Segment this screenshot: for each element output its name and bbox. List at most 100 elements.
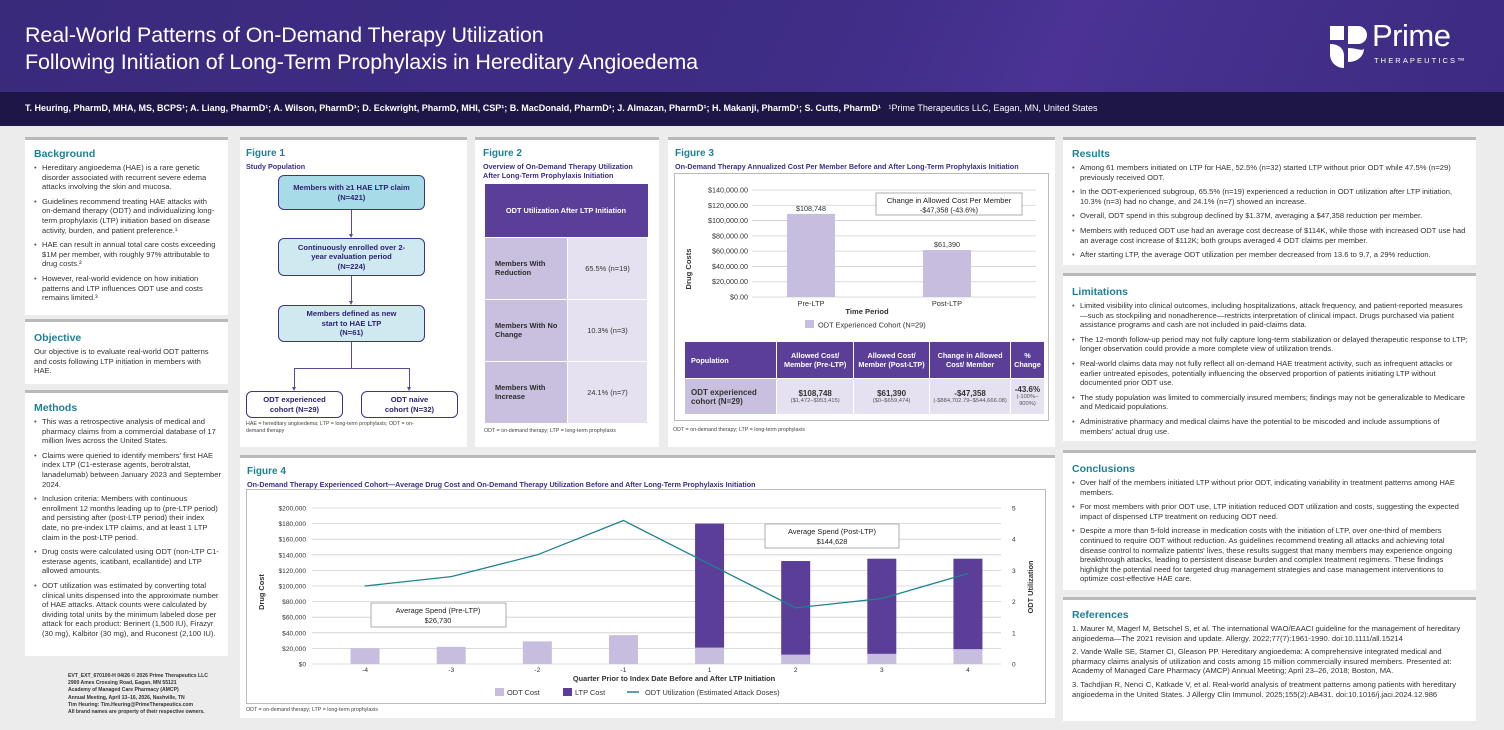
utilization-line bbox=[364, 519, 969, 609]
flow-box-text: ODT naive cohort (N=32) bbox=[384, 395, 435, 414]
utilization-point bbox=[622, 519, 625, 522]
x-tick-label: -3 bbox=[448, 667, 454, 674]
bar bbox=[923, 250, 971, 297]
background-panel: Background Hereditary angioedema (HAE) i… bbox=[25, 137, 228, 315]
table-header-row: Population Allowed Cost/ Member (Pre-LTP… bbox=[683, 341, 1046, 379]
legend-label-utilization: ODT Utilization (Estimated Attack Doses) bbox=[645, 688, 780, 697]
x-tick-label: Post-LTP bbox=[932, 299, 962, 308]
flow-box-text: ODT experienced cohort (N=29) bbox=[263, 395, 326, 414]
callout-post-ltp-value: $144,628 bbox=[817, 537, 848, 546]
flow-arrow bbox=[349, 301, 353, 305]
footer-info: EVT_EXT_670100-H 04/26 © 2026 Prime Ther… bbox=[68, 673, 238, 716]
y-tick-label: $120,000.00 bbox=[708, 201, 748, 210]
col-header: Allowed Cost/ Member (Post-LTP) bbox=[852, 341, 931, 379]
legend-swatch-odt-cost bbox=[495, 688, 504, 696]
figure2-label: Figure 2 bbox=[483, 148, 522, 159]
y-tick-label: $140,000 bbox=[278, 552, 306, 559]
figure3-callout-box bbox=[875, 192, 1023, 216]
bar-odt-cost bbox=[953, 649, 983, 664]
footer-line: 2900 Ames Crossing Road, Eagan, MN 55121 bbox=[68, 680, 177, 687]
figure2-footnote: ODT = on-demand therapy; LTP = long-term… bbox=[484, 428, 616, 434]
figure4-chart: $0 $20,000 $40,000 $60,000 $80,000 $100,000 $1… bbox=[257, 506, 1035, 698]
reference-item: 3. Tachdjian R, Nenci C, Katkade V, et a… bbox=[1072, 679, 1457, 699]
x-tick-label: 2 bbox=[794, 667, 798, 674]
figure2-table: ODT Utilization After LTP Initiation Mem… bbox=[484, 184, 648, 424]
flow-box-n: (N=224) bbox=[337, 261, 366, 271]
flow-connector bbox=[294, 368, 295, 389]
objective-heading: Objective bbox=[34, 332, 82, 344]
author-list: T. Heuring, PharmD, MHA, MS, BCPS¹; A. L… bbox=[25, 103, 1097, 113]
data-label: $108,748 bbox=[796, 204, 826, 213]
methods-bullet: ODT utilization was estimated by convert… bbox=[34, 581, 222, 639]
figure4-xlabel: Quarter Prior to Index Date Before and A… bbox=[573, 674, 776, 683]
y-tick-label: $40,000 bbox=[282, 630, 306, 637]
row-value: 65.5% (n=19) bbox=[567, 236, 648, 300]
bar-odt-cost bbox=[350, 648, 380, 664]
x-tick-label: Pre-LTP bbox=[798, 299, 825, 308]
x-tick-label: -1 bbox=[621, 667, 627, 674]
figure4-label: Figure 4 bbox=[247, 466, 286, 477]
callout-pre-ltp-value: $26,730 bbox=[425, 616, 452, 625]
y-tick-label: $80,000.00 bbox=[712, 231, 748, 240]
figure3-ylabel: Drug Costs bbox=[684, 249, 693, 290]
pre-ltp-cell: $108,748 ($1,472–$953,415) bbox=[776, 378, 854, 415]
footer-line: EVT_EXT_670100-H 04/26 © 2026 Prime Ther… bbox=[68, 673, 208, 679]
authors: T. Heuring, PharmD, MHA, MS, BCPS¹; A. L… bbox=[25, 103, 882, 113]
flow-arrow bbox=[349, 234, 353, 238]
poster-header: Real-World Patterns of On-Demand Therapy… bbox=[0, 0, 1504, 92]
results-heading: Results bbox=[1072, 148, 1110, 160]
y2-tick-label: 5 bbox=[1012, 506, 1016, 513]
bar-odt-cost bbox=[867, 653, 897, 664]
y-tick-label: $160,000 bbox=[278, 537, 306, 544]
pct-change-cell: -43.6% (-100%–900%) bbox=[1009, 378, 1046, 415]
figure1-footnote: HAE = hereditary angioedema; LTP = long-… bbox=[246, 421, 414, 434]
y2-tick-label: 2 bbox=[1012, 599, 1016, 606]
methods-bullet: Claims were queried to identify members'… bbox=[34, 451, 222, 489]
methods-bullet: This was a retrospective analysis of med… bbox=[34, 417, 222, 446]
table-row: Members With Reduction 65.5% (n=19) bbox=[484, 236, 648, 300]
x-tick-label: 3 bbox=[880, 667, 884, 674]
flow-connector bbox=[294, 368, 410, 369]
legend-label-ltp-cost: LTP Cost bbox=[575, 688, 605, 697]
references-panel: References 1. Maurer M, Magerl M, Betsch… bbox=[1063, 597, 1476, 721]
footer-line: All brand names are property of their re… bbox=[68, 709, 205, 716]
figure3-chart: $0.00 $20,000.00 $40,000.00 $60,000.00 $80,0… bbox=[684, 186, 1036, 330]
limitations-heading: Limitations bbox=[1072, 286, 1129, 298]
x-tick-label: -4 bbox=[362, 667, 368, 674]
callout-post-ltp-title: Average Spend (Post-LTP) bbox=[788, 527, 876, 536]
reference-item: 1. Maurer M, Magerl M, Betschel S, et al… bbox=[1072, 624, 1461, 643]
y-tick-label: $200,000 bbox=[278, 506, 306, 513]
figure4-footnote: ODT = on-demand therapy; LTP = long-term… bbox=[246, 707, 378, 713]
methods-panel: Methods This was a retrospective analysi… bbox=[25, 390, 228, 656]
x-tick-label: -2 bbox=[534, 667, 540, 674]
bar-ltp-cost bbox=[953, 558, 983, 650]
x-tick-label: 4 bbox=[966, 667, 970, 674]
flow-box-all-ltp: Members with ≥1 HAE LTP claim (N=421) bbox=[278, 175, 425, 210]
x-tick-label: 1 bbox=[708, 667, 712, 674]
flow-box-text: Members with ≥1 HAE LTP claim bbox=[293, 183, 410, 192]
utilization-point bbox=[708, 563, 711, 565]
y-tick-label: $60,000 bbox=[282, 615, 306, 622]
bar-odt-cost bbox=[608, 635, 638, 664]
cell-range: (-100%–900%) bbox=[1016, 394, 1039, 407]
figure1-label: Figure 1 bbox=[246, 148, 285, 159]
flow-box-text: Members defined as new start to HAE LTP bbox=[306, 309, 397, 328]
bar-ltp-cost bbox=[867, 558, 897, 654]
bar-odt-cost bbox=[781, 654, 811, 664]
flow-connector bbox=[409, 368, 410, 389]
logo-subtitle: THERAPEUTICS™ bbox=[1374, 56, 1467, 65]
y2-tick-label: 4 bbox=[1012, 537, 1016, 544]
y2-tick-label: 0 bbox=[1012, 662, 1016, 669]
figure3-footnote: ODT = on-demand therapy; LTP = long-term… bbox=[673, 427, 805, 433]
figure3-title: On-Demand Therapy Annualized Cost Per Me… bbox=[675, 162, 1019, 171]
y-tick-label: $60,000.00 bbox=[712, 247, 748, 256]
figure4-ylabel: Drug Cost bbox=[257, 574, 266, 610]
bar-odt-cost bbox=[695, 647, 725, 664]
figure3-label: Figure 3 bbox=[675, 148, 714, 159]
poster-title: Real-World Patterns of On-Demand Therapy… bbox=[25, 22, 698, 76]
results-bullet: Members with reduced ODT use had an aver… bbox=[1072, 226, 1468, 245]
prime-logo: Prime THERAPEUTICS™ bbox=[1328, 18, 1478, 74]
figure3-callout-title: Change in Allowed Cost Per Member bbox=[887, 196, 1012, 205]
figure3-legend-label: ODT Experienced Cohort (N=29) bbox=[818, 321, 926, 330]
population-cell: ODT experienced cohort (N=29) bbox=[683, 378, 778, 415]
